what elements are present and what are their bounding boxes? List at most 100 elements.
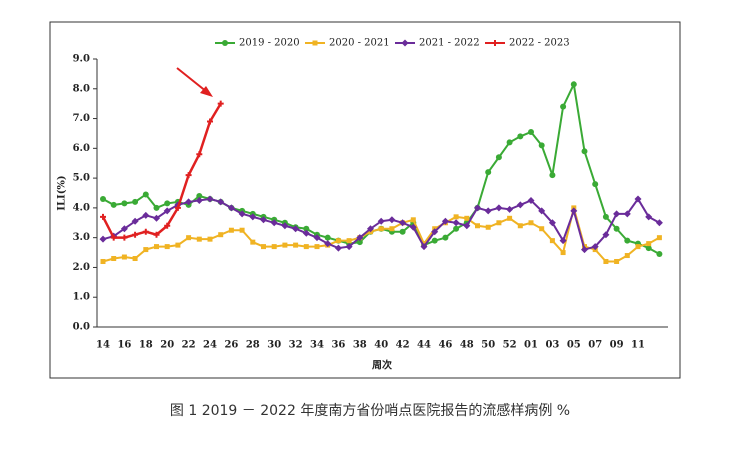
x-tick-label: 34 (310, 340, 324, 351)
point (132, 231, 139, 238)
point (495, 204, 503, 212)
point (635, 244, 641, 250)
point (420, 243, 428, 251)
y-tick-label: 9.0 (73, 54, 90, 65)
point (506, 205, 514, 213)
point (281, 222, 289, 230)
point (239, 227, 245, 233)
point (431, 228, 439, 236)
frame (49, 21, 681, 379)
point (527, 196, 535, 204)
point (399, 219, 407, 227)
x-tick-label: 44 (417, 340, 431, 351)
point (111, 256, 117, 262)
point (464, 215, 470, 221)
point (613, 225, 620, 232)
legend-label: 2022 - 2023 (509, 38, 570, 49)
point (538, 142, 545, 149)
point (453, 225, 460, 232)
point (539, 226, 545, 232)
legend-label: 2020 - 2021 (329, 38, 390, 49)
point (228, 227, 234, 233)
point (645, 245, 652, 252)
point (227, 204, 235, 212)
x-tick-label: 01 (524, 340, 538, 351)
point (334, 244, 342, 252)
x-tick-label: 50 (481, 340, 495, 351)
point (196, 151, 203, 158)
point (538, 207, 546, 215)
point (293, 242, 299, 248)
arrow (176, 67, 213, 97)
point (492, 40, 498, 46)
point (175, 242, 181, 248)
point (581, 246, 588, 254)
y-tick-label: 4.0 (73, 202, 90, 213)
point (484, 207, 492, 215)
y-axis-label: ILI(%) (57, 175, 68, 210)
point (475, 223, 480, 229)
point (100, 195, 106, 202)
point (345, 243, 353, 251)
point (452, 219, 460, 227)
point (99, 235, 107, 243)
point (389, 226, 395, 232)
point (195, 196, 203, 204)
x-tick-label: 24 (203, 340, 217, 351)
point (185, 198, 193, 206)
point (356, 234, 364, 242)
point (121, 200, 128, 207)
point (528, 128, 534, 135)
point (517, 223, 523, 229)
point (153, 214, 160, 222)
point (313, 234, 321, 242)
point (271, 244, 277, 250)
point (346, 238, 352, 244)
point (399, 228, 406, 235)
point (324, 234, 331, 241)
point (388, 216, 396, 224)
point (570, 207, 578, 215)
point (132, 198, 139, 205)
legend-label: 2021 - 2022 (419, 38, 480, 49)
point (142, 211, 150, 219)
point (121, 254, 127, 260)
point (131, 217, 139, 225)
point (270, 219, 278, 227)
point (207, 236, 213, 242)
x-tick-label: 22 (182, 340, 196, 351)
point (164, 244, 170, 250)
point (312, 40, 318, 46)
point (634, 195, 642, 203)
point (656, 251, 663, 258)
point (559, 237, 567, 245)
x-tick-label: 38 (353, 340, 367, 351)
point (249, 213, 257, 221)
x-tick-label: 30 (267, 340, 281, 351)
y-tick-label: 1.0 (73, 292, 90, 303)
x-tick-label: 48 (460, 340, 474, 351)
y-tick-label: 7.0 (73, 113, 90, 124)
point (153, 204, 160, 211)
point (196, 236, 202, 242)
point (356, 239, 363, 246)
point (591, 243, 599, 251)
point (645, 213, 653, 221)
point (185, 172, 192, 179)
point (496, 220, 502, 226)
point (260, 216, 267, 224)
point (142, 228, 149, 235)
point (324, 240, 332, 248)
point (516, 201, 524, 209)
y-tick-label: 0.0 (73, 322, 90, 333)
point (507, 215, 513, 221)
point (603, 258, 609, 264)
point (143, 247, 149, 253)
point (624, 237, 631, 244)
point (410, 217, 416, 223)
point (485, 169, 492, 176)
x-tick-label: 36 (331, 340, 345, 351)
point (463, 222, 471, 230)
point (560, 103, 567, 110)
x-tick-label: 05 (567, 340, 581, 351)
